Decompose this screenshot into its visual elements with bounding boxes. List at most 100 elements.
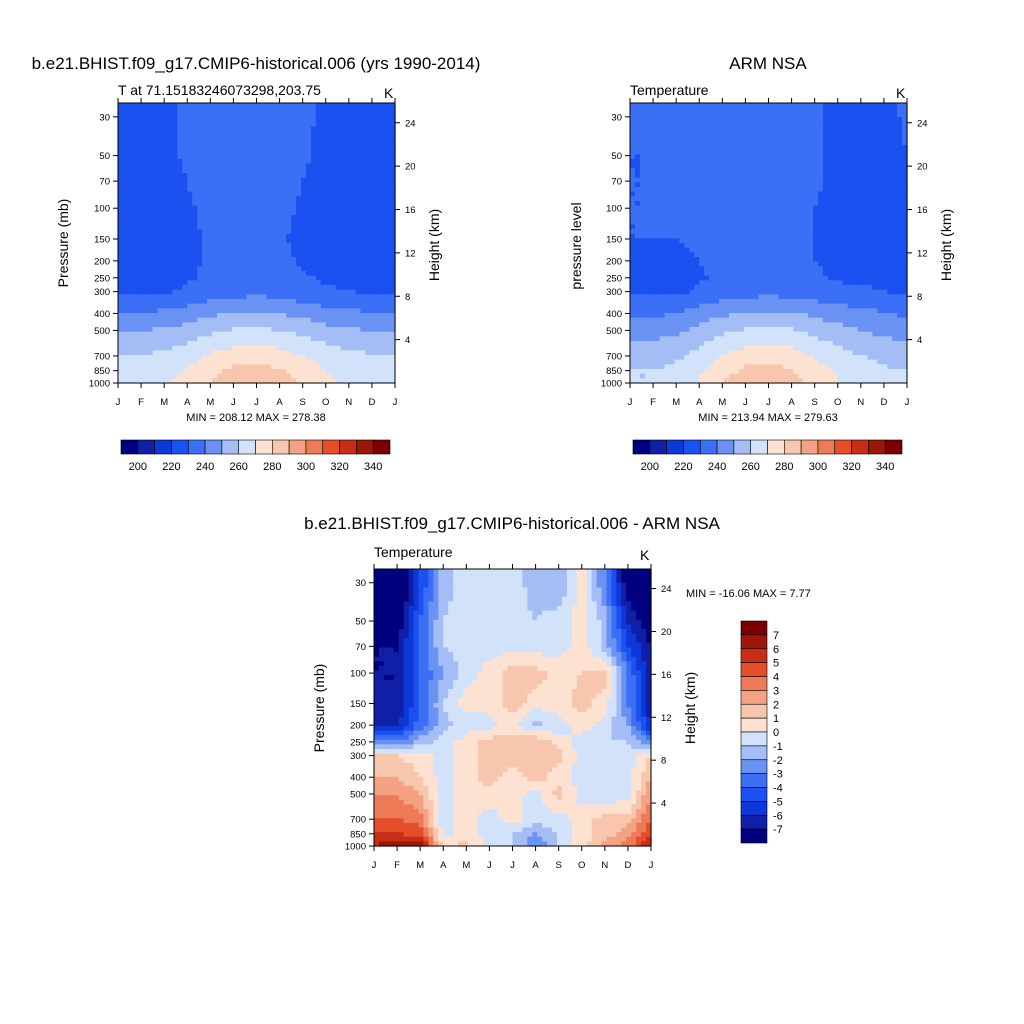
field-cell [385,350,391,356]
field-cell [177,173,183,179]
field-cell [827,117,834,123]
field-cell [296,224,302,230]
field-cell [266,271,272,277]
field-cell [345,191,352,197]
field-cell [788,205,794,211]
field-cell [370,331,376,337]
field-cell [897,121,903,127]
field-cell [380,303,386,309]
field-cell [256,280,263,286]
field-cell [167,266,174,272]
field-cell [385,135,391,141]
field-cell [788,135,794,141]
field-cell [832,210,839,216]
field-cell [202,252,208,258]
field-cell [330,257,337,263]
field-cell [758,163,765,169]
field-cell [385,257,391,263]
field-cell [137,135,144,141]
field-cell [355,322,361,328]
field-cell [187,224,193,230]
field-cell [167,355,174,361]
field-cell [216,257,223,263]
field-cell [689,103,695,109]
field-cell [340,187,347,193]
field-cell [182,378,188,384]
field-cell [773,196,779,202]
field-cell [226,163,233,169]
field-cell [251,247,258,253]
field-cell [162,271,169,277]
field-cell [335,163,342,169]
field-cell [723,191,730,197]
field-cell [380,364,386,370]
field-cell [768,135,775,141]
field-cell [649,205,656,211]
field-cell [315,215,322,221]
field-cell [246,201,253,207]
field-cell [226,299,233,305]
field-cell [340,196,347,202]
field-cell [310,247,317,253]
field-cell [167,163,174,169]
field-cell [291,266,297,272]
field-cell [365,177,371,183]
field-cell [197,191,203,197]
field-cell [305,317,312,323]
field-cell [261,243,267,249]
field-cell [226,215,233,221]
field-cell [276,238,282,244]
field-cell [211,285,218,291]
field-cell [793,159,799,165]
field-cell [241,182,248,188]
field-cell [808,187,814,193]
field-cell [271,238,277,244]
field-cell [817,191,824,197]
field-cell [266,126,272,132]
field-cell [350,187,357,193]
field-cell [798,196,804,202]
field-cell [704,145,710,151]
field-cell [375,168,381,174]
field-cell [246,275,253,281]
field-cell [137,219,144,225]
field-cell [803,177,809,183]
field-cell [360,126,366,132]
field-cell [743,215,750,221]
field-cell [758,149,765,155]
field-cell [325,280,332,286]
field-cell [773,205,779,211]
field-cell [345,145,352,151]
field-cell [340,336,347,342]
field-cell [315,173,322,179]
field-cell [286,364,292,370]
field-cell [177,271,183,277]
field-cell [266,327,272,333]
field-cell [758,205,765,211]
field-cell [162,317,169,323]
field-cell [286,317,292,323]
field-cell [281,205,287,211]
field-cell [813,187,819,193]
field-cell [246,341,253,347]
field-cell [187,359,193,365]
field-cell [241,126,248,132]
field-cell [127,187,134,193]
field-cell [192,289,198,295]
field-cell [177,210,183,216]
field-cell [301,355,307,361]
field-cell [842,112,849,118]
field-cell [127,294,134,300]
field-cell [202,126,208,132]
field-cell [211,229,218,235]
field-cell [172,331,178,337]
field-cell [390,257,396,263]
field-cell [216,219,223,225]
field-cell [226,378,233,384]
field-cell [370,112,376,118]
field-cell [187,327,193,333]
field-cell [246,126,253,132]
field-cell [207,229,213,235]
field-cell [689,205,695,211]
field-cell [315,331,322,337]
